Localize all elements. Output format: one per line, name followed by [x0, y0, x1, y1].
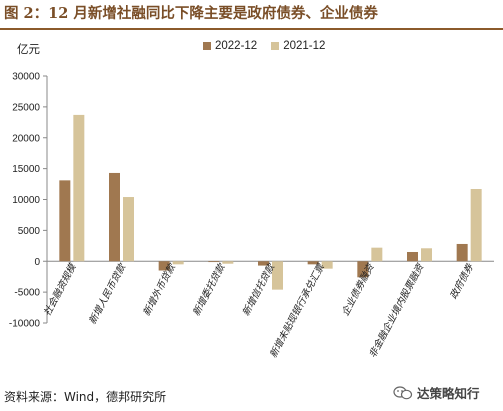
- legend-item-2022: 2022-12: [203, 40, 257, 52]
- bar-2021-5: [321, 261, 333, 269]
- bar-2022-3: [208, 261, 220, 263]
- y-tick-label: 10000: [12, 195, 40, 206]
- legend-label-2022: 2022-12: [215, 40, 258, 52]
- legend: 2022-12 2021-12: [203, 40, 325, 52]
- y-axis-unit: 亿元: [17, 42, 40, 56]
- y-tick-label: 5000: [18, 226, 41, 237]
- figure-title: 图 2：12 月新增社融同比下降主要是政府债券、企业债券: [4, 5, 378, 22]
- bar-2021-8: [470, 189, 482, 262]
- y-tick-label: 25000: [12, 102, 40, 113]
- bar-2022-2: [158, 261, 170, 271]
- title-rule: [0, 28, 503, 30]
- watermark-text: 达策略知行: [417, 386, 480, 401]
- legend-label-2021: 2021-12: [283, 40, 326, 52]
- watermark: 达策略知行: [393, 383, 480, 402]
- legend-item-2021: 2021-12: [271, 40, 325, 52]
- bar-2021-3: [222, 261, 234, 264]
- x-category-label: 新增委托贷款: [190, 261, 228, 318]
- bar-2022-5: [307, 261, 319, 265]
- x-category-label: 新增人民币贷款: [86, 261, 129, 327]
- bar-2022-6: [357, 261, 369, 278]
- bar-2021-6: [371, 247, 383, 262]
- bar-2022-4: [258, 261, 269, 266]
- bar-2021-4: [272, 261, 283, 290]
- y-tick-label: -5000: [14, 288, 40, 299]
- x-category-label: 政府债券: [447, 261, 476, 302]
- y-tick-label: 30000: [12, 72, 40, 83]
- y-tick-label: 20000: [12, 133, 40, 144]
- bar-2021-0: [73, 114, 85, 262]
- y-tick-label: 15000: [12, 164, 40, 175]
- y-tick-label: 0: [34, 257, 40, 268]
- bar-2022-0: [59, 180, 71, 262]
- legend-swatch-2022: [203, 42, 211, 50]
- wechat-icon: [393, 385, 413, 399]
- bar-2022-1: [109, 172, 120, 262]
- bar-2022-8: [456, 243, 468, 262]
- bar-2022-7: [407, 251, 418, 262]
- x-category-label: 非金融企业境内股票融资: [366, 261, 426, 360]
- bar-2021-1: [123, 197, 134, 262]
- y-tick-label: -10000: [9, 319, 41, 330]
- bar-2021-2: [172, 261, 184, 265]
- legend-swatch-2021: [271, 42, 280, 50]
- bar-2021-7: [421, 248, 432, 262]
- source-note: 资料来源：Wind，德邦研究所: [4, 390, 167, 404]
